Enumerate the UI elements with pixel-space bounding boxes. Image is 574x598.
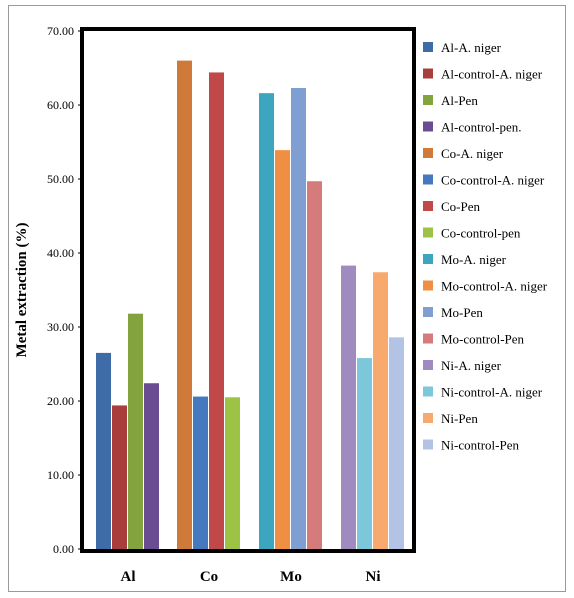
legend-label: Al-A. niger [441, 40, 502, 55]
bar-al-control-a-niger [112, 405, 127, 549]
legend-swatch [423, 254, 433, 264]
plot-area-frame [80, 27, 416, 553]
bar-al-a-niger [96, 352, 111, 549]
y-tick-label: 0.00 [53, 542, 74, 556]
legend-label: Mo-control-Pen [441, 332, 525, 347]
legend-swatch [423, 439, 433, 450]
legend-label: Al-Pen [441, 93, 478, 108]
x-axis-ticks: Al Co Mo Ni [121, 569, 381, 585]
legend-swatch [423, 333, 433, 344]
legend-label: Co-control-pen [441, 226, 521, 241]
bar-co-pen [209, 72, 224, 549]
legend-label: Mo-control-A. niger [441, 279, 548, 294]
legend-swatch [423, 174, 433, 185]
legend-label: Co-Pen [441, 199, 481, 214]
legend-swatch [423, 42, 433, 52]
bar-co-control-pen [225, 397, 240, 549]
y-tick-label: 60.00 [47, 98, 74, 112]
legend: Al-A. niger Al-control-A. niger Al-Pen Al-c… [423, 40, 548, 453]
legend-label: Mo-A. niger [441, 252, 507, 267]
bar-ni-pen [373, 272, 388, 549]
bar-mo-pen [291, 87, 306, 549]
y-tick-label: 30.00 [47, 320, 74, 334]
bar-al-control-pen [144, 383, 159, 549]
legend-label: Co-control-A. niger [441, 173, 545, 188]
bar-co-control-a-niger [193, 396, 208, 549]
legend-swatch [423, 68, 433, 79]
bar-ni-control-pen [389, 337, 404, 549]
bar-al-pen [128, 313, 143, 549]
legend-label: Ni-Pen [441, 411, 478, 426]
legend-label: Co-A. niger [441, 146, 504, 161]
legend-label: Ni-A. niger [441, 358, 502, 373]
bar-co-a-niger [177, 60, 192, 549]
y-tick-label: 50.00 [47, 172, 74, 186]
bar-mo-control-pen [307, 181, 322, 549]
legend-label: Al-control-A. niger [441, 67, 543, 82]
y-axis-ticks: 0.00 10.00 20.00 30.00 40.00 50.00 60.00 70.00 [47, 24, 82, 556]
legend-label: Al-control-pen. [441, 120, 522, 135]
legend-swatch [423, 307, 433, 317]
y-tick-label: 20.00 [47, 394, 74, 408]
legend-swatch [423, 121, 433, 132]
legend-swatch [423, 386, 433, 397]
bars [96, 60, 404, 549]
bar-mo-a-niger [259, 93, 274, 549]
x-tick-label: Al [121, 569, 136, 585]
x-tick-label: Mo [280, 569, 302, 585]
legend-swatch [423, 95, 433, 105]
legend-swatch [423, 201, 433, 211]
x-tick-label: Ni [366, 569, 381, 585]
legend-label: Ni-control-A. niger [441, 385, 543, 400]
y-tick-label: 70.00 [47, 24, 74, 38]
legend-label: Mo-Pen [441, 305, 483, 320]
legend-swatch [423, 360, 433, 370]
legend-swatch [423, 227, 433, 238]
y-tick-label: 10.00 [47, 468, 74, 482]
legend-label: Ni-control-Pen [441, 438, 519, 453]
bar-ni-a-niger [341, 265, 356, 549]
y-axis-label: Metal extraction (%) [14, 223, 30, 358]
outer-frame [8, 5, 566, 592]
y-tick-label: 40.00 [47, 246, 74, 260]
legend-swatch [423, 413, 433, 423]
x-tick-label: Co [200, 569, 218, 585]
legend-swatch [423, 280, 433, 291]
bar-ni-control-a-niger [357, 358, 372, 549]
bar-mo-control-a-niger [275, 150, 290, 549]
legend-swatch [423, 148, 433, 158]
